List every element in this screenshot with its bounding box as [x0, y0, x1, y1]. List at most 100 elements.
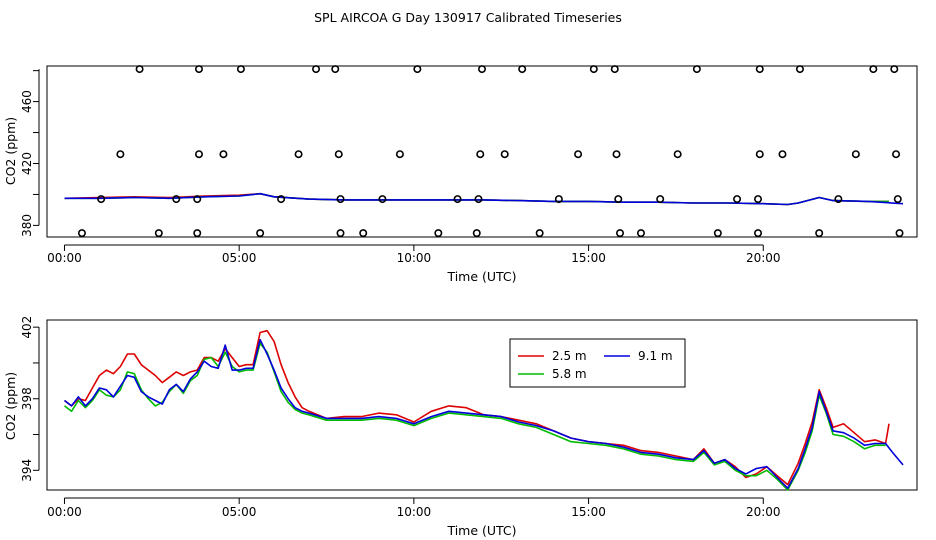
calibration-point — [589, 65, 598, 74]
y-tick-label: 460 — [20, 90, 34, 113]
calibration-point — [194, 150, 203, 159]
x-axis-label: Time (UTC) — [446, 269, 516, 284]
calibration-point — [895, 229, 904, 238]
calibration-point — [294, 150, 303, 159]
calibration-point — [892, 150, 901, 159]
series-group — [64, 192, 904, 206]
calibration-point — [77, 229, 86, 238]
series-line-9-1-m — [64, 192, 904, 206]
x-tick-label: 05:00 — [222, 505, 257, 519]
calibration-point — [477, 65, 486, 74]
calibration-point — [474, 195, 483, 204]
x-tick-label: 15:00 — [571, 251, 606, 265]
calibration-point — [334, 150, 343, 159]
calibration-point — [834, 195, 843, 204]
calibration-point — [194, 65, 203, 74]
calibration-point — [378, 195, 387, 204]
calibration-point — [236, 65, 245, 74]
legend-label: 2.5 m — [552, 349, 587, 363]
series-line-5-8-m — [64, 342, 886, 491]
calibration-panel: 00:00 05:00 10:00 15:00 20:00 Time (UTC) 380 42… — [3, 65, 918, 284]
calibration-point — [154, 229, 163, 238]
y-tick-label: 398 — [20, 387, 34, 410]
y-tick-label: 380 — [20, 214, 34, 237]
series-group — [64, 329, 904, 491]
calibration-point — [890, 65, 899, 74]
x-tick-label: 20:00 — [746, 505, 781, 519]
calibration-point — [476, 150, 485, 159]
y-axis-label: CO2 (ppm) — [3, 117, 18, 185]
calibration-point — [500, 150, 509, 159]
calibration-point — [754, 195, 763, 204]
calibration-point — [673, 150, 682, 159]
calibration-point — [815, 229, 824, 238]
calibration-point — [193, 229, 202, 238]
series-line-2-5-m — [64, 329, 890, 486]
legend: 2.5 m 9.1 m 5.8 m — [509, 338, 686, 388]
legend-box — [509, 338, 686, 388]
calibration-point — [614, 195, 623, 204]
calibration-point — [851, 150, 860, 159]
calibration-point — [336, 195, 345, 204]
x-tick-label: 15:00 — [571, 505, 606, 519]
x-axis: 00:00 05:00 10:00 15:00 20:00 Time (UTC) — [47, 497, 781, 538]
calibration-point — [472, 229, 481, 238]
calibration-point — [612, 150, 621, 159]
calibration-point — [413, 65, 422, 74]
calibration-point — [778, 150, 787, 159]
x-tick-label: 10:00 — [397, 505, 432, 519]
calibration-point — [395, 150, 404, 159]
calibration-point — [359, 229, 368, 238]
calibration-point — [97, 195, 106, 204]
calibration-point — [331, 65, 340, 74]
calibration-point — [656, 195, 665, 204]
calibration-point — [312, 65, 321, 74]
calibration-point — [755, 150, 764, 159]
calibration-point — [692, 65, 701, 74]
y-tick-label: 394 — [20, 459, 34, 482]
calibration-point — [795, 65, 804, 74]
x-axis-label: Time (UTC) — [446, 523, 516, 538]
calibration-point — [535, 229, 544, 238]
calibration-point — [755, 65, 764, 74]
calibration-point — [869, 65, 878, 74]
figure-title: SPL AIRCOA G Day 130917 Calibrated Times… — [314, 10, 622, 25]
calibration-point — [893, 195, 902, 204]
legend-label: 5.8 m — [552, 367, 587, 381]
legend-label: 9.1 m — [638, 349, 673, 363]
plot-frame — [46, 319, 918, 491]
x-tick-label: 00:00 — [47, 505, 82, 519]
calibration-point — [554, 195, 563, 204]
calibration-point — [116, 150, 125, 159]
calibration-point — [434, 229, 443, 238]
calibration-point — [636, 229, 645, 238]
calibration-point — [256, 229, 265, 238]
calibration-points — [77, 65, 904, 238]
calibration-point — [610, 65, 619, 74]
x-tick-label: 05:00 — [222, 251, 257, 265]
calibration-point — [733, 195, 742, 204]
calibration-point — [336, 229, 345, 238]
calibration-point — [518, 65, 527, 74]
y-axis: 394 398 402 CO2 (ppm) — [3, 316, 40, 482]
y-tick-label: 402 — [20, 316, 34, 339]
calibration-point — [754, 229, 763, 238]
calibration-point — [219, 150, 228, 159]
y-axis-label: CO2 (ppm) — [3, 372, 18, 440]
calibration-point — [616, 229, 625, 238]
x-tick-label: 00:00 — [47, 251, 82, 265]
series-line-9-1-m — [64, 338, 904, 490]
calibration-point — [193, 195, 202, 204]
x-tick-label: 20:00 — [746, 251, 781, 265]
calibration-point — [277, 195, 286, 204]
calibration-point — [453, 195, 462, 204]
y-tick-label: 420 — [20, 152, 34, 175]
calibration-point — [574, 150, 583, 159]
calibration-point — [713, 229, 722, 238]
calibration-point — [135, 65, 144, 74]
x-axis: 00:00 05:00 10:00 15:00 20:00 Time (UTC) — [47, 244, 781, 284]
x-tick-label: 10:00 — [397, 251, 432, 265]
